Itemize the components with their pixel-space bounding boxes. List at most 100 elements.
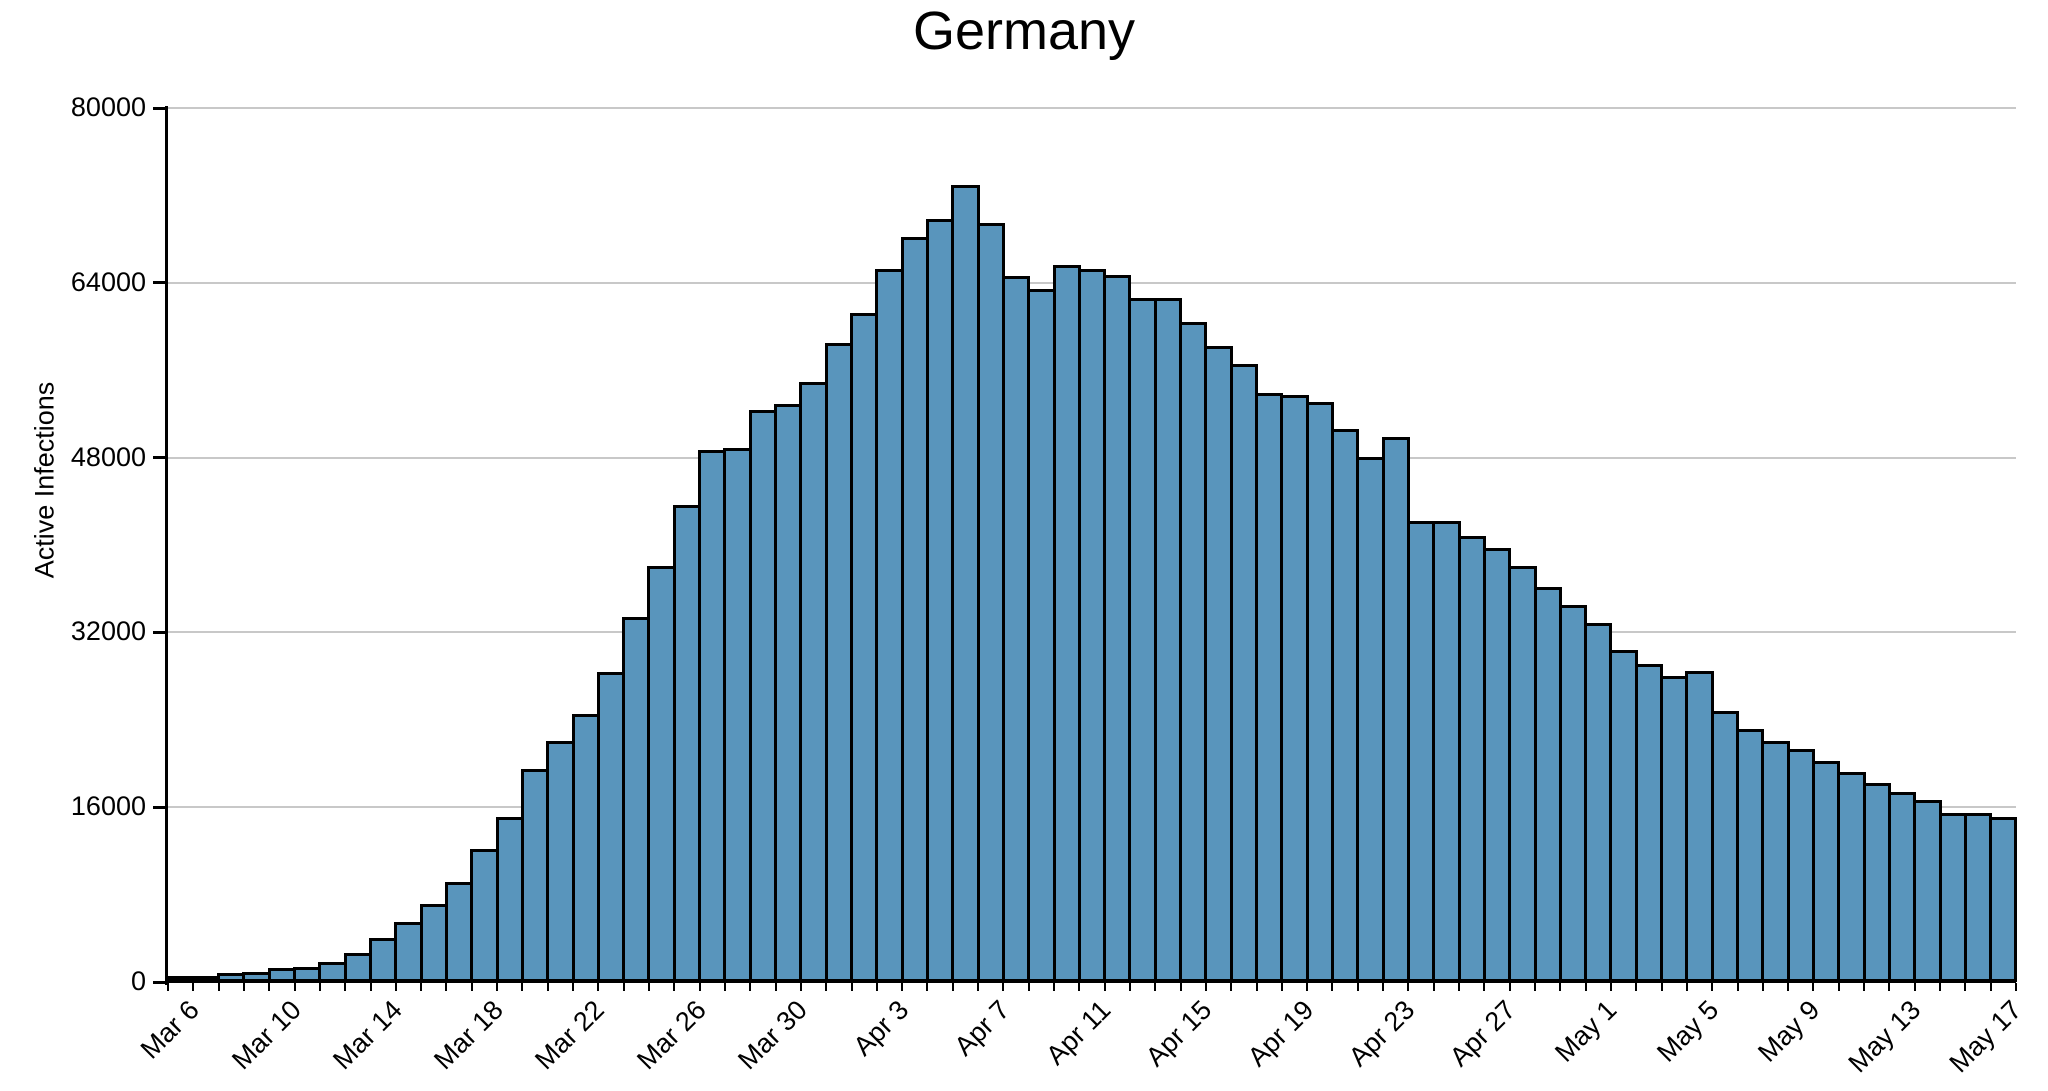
x-tick-63 [1761,983,1764,991]
bar-may-5 [1685,670,1714,982]
x-tick-label-may-5: May 5 [1650,994,1725,1068]
bar-mar-24 [622,617,651,982]
x-tick-70 [1939,983,1942,991]
bar-mar-18 [470,848,499,982]
x-tick-46 [1331,983,1334,991]
bar-apr-17 [1229,364,1259,982]
y-tick-0 [153,980,165,984]
x-tick-4 [268,983,271,991]
x-tick-label-apr-19: Apr 19 [1241,994,1319,1073]
x-tick-9 [394,983,397,991]
bar-may-17 [1989,817,2018,982]
bar-mar-14 [369,938,398,982]
bar-mar-31 [799,382,828,982]
bar-apr-7 [976,222,1005,982]
bar-may-11 [1837,772,1866,982]
x-tick-label-apr-23: Apr 23 [1342,994,1421,1073]
x-tick-29 [901,983,904,991]
bar-may-12 [1862,783,1891,982]
x-tick-label-apr-7: Apr 7 [948,994,1016,1062]
bar-may-14 [1913,799,1942,982]
x-tick-3 [242,983,245,991]
x-tick-7 [344,983,347,991]
bar-apr-23 [1381,436,1410,982]
bar-apr-29 [1533,587,1562,982]
x-tick-64 [1787,983,1790,991]
x-tick-label-may-9: May 9 [1752,994,1826,1068]
x-tick-48 [1382,983,1385,991]
x-tick-53 [1508,983,1511,991]
y-tick-label-0: 0 [130,966,146,996]
x-tick-36 [1078,983,1081,991]
x-tick-49 [1407,983,1410,991]
x-tick-label-apr-3: Apr 3 [847,994,914,1062]
y-tick-label-64000: 64000 [70,266,146,297]
x-tick-26 [825,983,828,991]
x-tick-31 [951,983,954,991]
bar-apr-10 [1052,265,1081,982]
gridline-80000 [168,107,2016,109]
bar-apr-15 [1179,321,1208,982]
bar-apr-21 [1330,429,1360,982]
bar-apr-30 [1558,605,1588,982]
x-tick-42 [1230,983,1233,991]
x-tick-41 [1204,983,1207,991]
x-axis-line [165,980,2016,983]
x-tick-59 [1660,983,1663,991]
bar-apr-4 [900,236,929,982]
y-tick-label-80000: 80000 [70,92,146,122]
bar-apr-27 [1482,548,1512,982]
bar-apr-2 [850,313,879,982]
x-tick-8 [369,983,372,991]
x-tick-label-mar-6: Mar 6 [135,994,206,1065]
bar-mar-12 [318,961,347,982]
bar-mar-17 [444,881,474,982]
y-axis-line [165,106,168,985]
x-tick-17 [597,983,600,991]
bar-apr-5 [925,218,955,982]
bar-may-7 [1736,729,1765,982]
bar-mar-23 [596,671,626,982]
bar-may-2 [1609,649,1638,982]
y-tick-64000 [153,281,165,285]
bar-apr-9 [1027,288,1056,982]
x-tick-37 [1103,983,1106,991]
x-tick-67 [1863,983,1866,991]
bar-mar-26 [672,504,702,982]
x-tick-12 [470,983,473,991]
y-tick-80000 [153,106,165,110]
x-tick-73 [2015,983,2017,991]
x-tick-22 [723,983,726,991]
x-tick-51 [1458,983,1461,991]
bar-may-3 [1634,663,1664,982]
x-tick-6 [318,983,321,991]
y-tick-label-16000: 16000 [70,791,146,822]
x-tick-58 [1635,983,1638,991]
bar-apr-11 [1077,269,1107,982]
x-tick-16 [572,983,575,991]
x-tick-60 [1685,983,1688,991]
x-tick-label-mar-30: Mar 30 [732,994,813,1076]
x-tick-71 [1964,983,1967,991]
bar-apr-16 [1204,345,1233,982]
x-tick-50 [1432,983,1435,991]
bar-mar-29 [748,409,778,982]
x-tick-label-mar-14: Mar 14 [326,994,408,1076]
x-tick-0 [167,983,169,991]
bar-apr-6 [951,185,980,982]
bar-apr-8 [1001,275,1031,982]
x-tick-label-mar-26: Mar 26 [630,994,712,1076]
y-tick-label-32000: 32000 [70,616,146,647]
x-tick-20 [673,983,676,991]
x-tick-11 [445,983,448,991]
bar-mar-19 [495,817,524,982]
x-tick-61 [1711,983,1714,991]
x-tick-54 [1534,983,1536,991]
bar-may-8 [1761,741,1790,982]
x-tick-57 [1609,983,1612,991]
x-tick-label-mar-10: Mar 10 [225,994,307,1076]
x-tick-19 [647,983,650,991]
x-tick-32 [977,983,980,991]
bar-mar-27 [698,449,727,982]
